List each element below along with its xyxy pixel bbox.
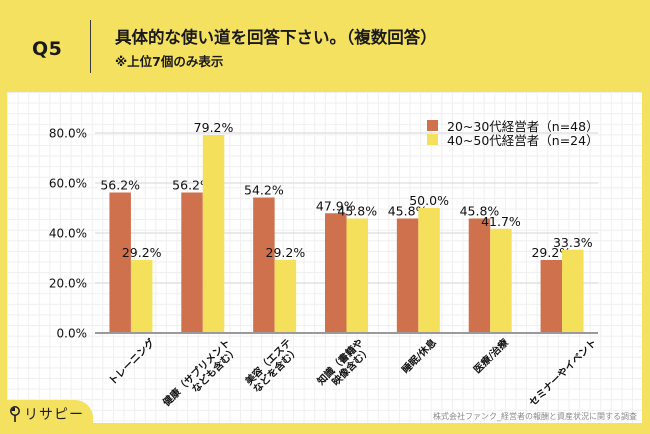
x-tick-label: 知識（書籍や映像含む）	[314, 336, 374, 396]
x-tick-label-line: 健康（サプリメント	[160, 336, 233, 409]
x-tick-label: 美容（エステなどを含む）	[242, 336, 301, 395]
x-tick-label: 健康（サプリメントなども含む）	[160, 336, 241, 417]
y-tick-label: 60.0%	[49, 177, 87, 191]
bar-series-1	[109, 192, 131, 333]
x-tick-label-line: 医療/治療	[471, 336, 511, 376]
data-label: 47.9%	[316, 198, 356, 213]
x-tick-label-line: 睡眠/休息	[399, 336, 439, 376]
legend-item-series-1: 20~30代経営者（n=48）	[427, 118, 599, 134]
page-title: 具体的な使い道を回答下さい。（複数回答）	[115, 28, 437, 47]
data-label: 50.0%	[409, 193, 449, 208]
legend-swatch-series-2	[427, 133, 438, 145]
bar-series-2	[346, 218, 368, 333]
legend-label-series-1: 20~30代経営者（n=48）	[447, 118, 599, 134]
data-label: 45.8%	[460, 204, 500, 219]
bar-series-1	[181, 192, 203, 333]
map-pin-icon	[10, 405, 20, 422]
x-tick-label: 睡眠/休息	[399, 336, 439, 376]
data-label: 29.2%	[266, 245, 306, 260]
bar-series-1	[325, 213, 347, 333]
data-label: 56.2%	[100, 178, 140, 193]
bar-series-2	[130, 260, 153, 333]
y-tick-label: 0.0%	[57, 327, 88, 341]
bar-series-2	[274, 260, 297, 333]
legend-item-series-2: 40~50代経営者（n=24）	[427, 132, 599, 148]
legend-label-series-2: 40~50代経営者（n=24）	[447, 132, 599, 148]
bar-series-2	[562, 249, 584, 333]
x-tick-label-line: セミナーやイベント	[527, 337, 599, 409]
brand-logo: リサピー	[10, 404, 84, 424]
x-tick-label: 医療/治療	[471, 336, 511, 376]
data-label: 33.3%	[553, 235, 593, 250]
legend-swatch-series-1	[427, 119, 438, 131]
header-divider	[90, 20, 91, 73]
bar-series-2	[418, 208, 440, 333]
data-label: 29.2%	[531, 245, 571, 260]
data-label: 45.8%	[388, 204, 428, 219]
data-label: 79.2%	[194, 120, 234, 135]
bar-series-2	[490, 228, 512, 333]
bar-series-2	[202, 135, 225, 333]
page-subtitle: ※上位7個のみ表示	[115, 54, 224, 69]
x-tick-label: セミナーやイベント	[527, 337, 599, 409]
x-tick-label-line: トレーニング	[106, 336, 158, 388]
y-tick-label: 20.0%	[49, 277, 87, 291]
x-tick-label: トレーニング	[106, 336, 158, 388]
question-number: Q5	[32, 38, 63, 60]
bar-series-1	[468, 218, 491, 333]
data-label: 56.2%	[172, 178, 212, 193]
logo-text: リサピー	[24, 407, 84, 423]
data-label: 54.2%	[244, 183, 284, 198]
bar-series-1	[396, 218, 419, 333]
bar-series-1	[540, 260, 563, 333]
data-label: 45.8%	[337, 204, 377, 219]
source-credit: 株式会社ファンク_経営者の報酬と資産状況に関する調査	[433, 412, 637, 421]
data-label: 29.2%	[122, 245, 162, 260]
y-tick-label: 40.0%	[49, 227, 87, 241]
bar-series-1	[253, 197, 275, 333]
data-label: 41.7%	[481, 214, 521, 229]
chart-legend: 20~30代経営者（n=48） 40~50代経営者（n=24）	[427, 118, 599, 148]
y-tick-label: 80.0%	[49, 127, 87, 141]
